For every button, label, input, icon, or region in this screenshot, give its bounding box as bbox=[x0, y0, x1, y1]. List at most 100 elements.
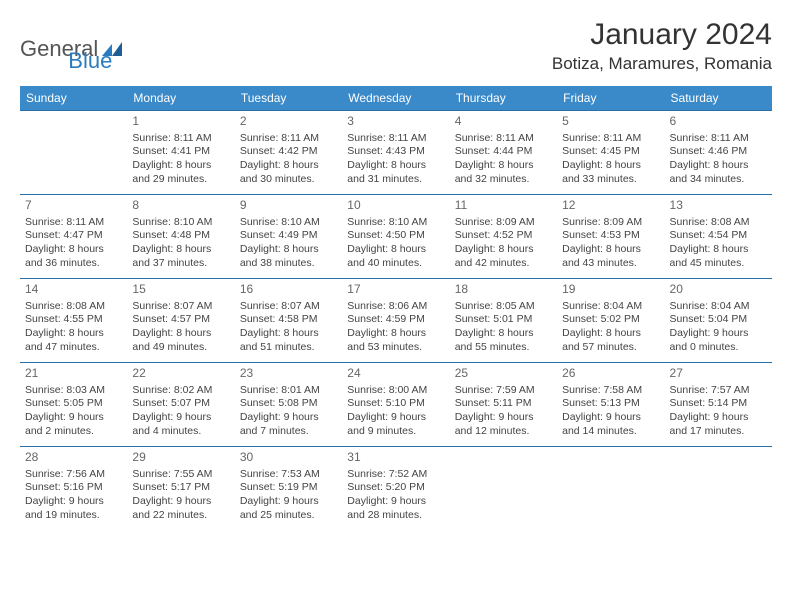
calendar-cell bbox=[450, 447, 557, 531]
sunset-line: Sunset: 5:19 PM bbox=[240, 481, 337, 495]
day-number: 10 bbox=[347, 198, 444, 214]
sunrise-line: Sunrise: 8:00 AM bbox=[347, 384, 444, 398]
day-number: 2 bbox=[240, 114, 337, 130]
sunset-line: Sunset: 4:53 PM bbox=[562, 229, 659, 243]
daylight-line: Daylight: 9 hours and 22 minutes. bbox=[132, 495, 229, 522]
day-number: 1 bbox=[132, 114, 229, 130]
calendar-cell: 15Sunrise: 8:07 AMSunset: 4:57 PMDayligh… bbox=[127, 279, 234, 363]
sunrise-line: Sunrise: 8:11 AM bbox=[670, 132, 767, 146]
day-number: 6 bbox=[670, 114, 767, 130]
calendar-cell: 26Sunrise: 7:58 AMSunset: 5:13 PMDayligh… bbox=[557, 363, 664, 447]
sunset-line: Sunset: 5:08 PM bbox=[240, 397, 337, 411]
brand-word-blue: Blue bbox=[68, 48, 112, 74]
sunset-line: Sunset: 5:10 PM bbox=[347, 397, 444, 411]
calendar-cell bbox=[665, 447, 772, 531]
sunrise-line: Sunrise: 8:11 AM bbox=[562, 132, 659, 146]
calendar-cell: 9Sunrise: 8:10 AMSunset: 4:49 PMDaylight… bbox=[235, 195, 342, 279]
day-number: 19 bbox=[562, 282, 659, 298]
calendar-cell: 31Sunrise: 7:52 AMSunset: 5:20 PMDayligh… bbox=[342, 447, 449, 531]
calendar-cell: 3Sunrise: 8:11 AMSunset: 4:43 PMDaylight… bbox=[342, 111, 449, 195]
calendar-cell: 11Sunrise: 8:09 AMSunset: 4:52 PMDayligh… bbox=[450, 195, 557, 279]
sunrise-line: Sunrise: 7:52 AM bbox=[347, 468, 444, 482]
day-number: 16 bbox=[240, 282, 337, 298]
calendar-cell: 2Sunrise: 8:11 AMSunset: 4:42 PMDaylight… bbox=[235, 111, 342, 195]
sunset-line: Sunset: 4:58 PM bbox=[240, 313, 337, 327]
daylight-line: Daylight: 8 hours and 31 minutes. bbox=[347, 159, 444, 186]
sunrise-line: Sunrise: 7:56 AM bbox=[25, 468, 122, 482]
calendar-cell: 22Sunrise: 8:02 AMSunset: 5:07 PMDayligh… bbox=[127, 363, 234, 447]
daylight-line: Daylight: 9 hours and 12 minutes. bbox=[455, 411, 552, 438]
sunrise-line: Sunrise: 8:11 AM bbox=[132, 132, 229, 146]
sunrise-line: Sunrise: 8:06 AM bbox=[347, 300, 444, 314]
day-number: 24 bbox=[347, 366, 444, 382]
day-number: 23 bbox=[240, 366, 337, 382]
calendar-cell: 30Sunrise: 7:53 AMSunset: 5:19 PMDayligh… bbox=[235, 447, 342, 531]
calendar-row: 1Sunrise: 8:11 AMSunset: 4:41 PMDaylight… bbox=[20, 111, 772, 195]
daylight-line: Daylight: 9 hours and 19 minutes. bbox=[25, 495, 122, 522]
sunrise-line: Sunrise: 8:10 AM bbox=[132, 216, 229, 230]
day-number: 31 bbox=[347, 450, 444, 466]
sunrise-line: Sunrise: 8:04 AM bbox=[670, 300, 767, 314]
calendar-cell: 27Sunrise: 7:57 AMSunset: 5:14 PMDayligh… bbox=[665, 363, 772, 447]
calendar-cell: 13Sunrise: 8:08 AMSunset: 4:54 PMDayligh… bbox=[665, 195, 772, 279]
sunrise-line: Sunrise: 8:08 AM bbox=[25, 300, 122, 314]
calendar-cell: 28Sunrise: 7:56 AMSunset: 5:16 PMDayligh… bbox=[20, 447, 127, 531]
day-header: Sunday bbox=[20, 86, 127, 111]
sunset-line: Sunset: 4:50 PM bbox=[347, 229, 444, 243]
sunrise-line: Sunrise: 8:04 AM bbox=[562, 300, 659, 314]
sunset-line: Sunset: 5:17 PM bbox=[132, 481, 229, 495]
calendar-cell: 16Sunrise: 8:07 AMSunset: 4:58 PMDayligh… bbox=[235, 279, 342, 363]
brand-logo: General Blue bbox=[20, 18, 112, 74]
calendar-head: SundayMondayTuesdayWednesdayThursdayFrid… bbox=[20, 86, 772, 111]
calendar-table: SundayMondayTuesdayWednesdayThursdayFrid… bbox=[20, 86, 772, 531]
daylight-line: Daylight: 9 hours and 0 minutes. bbox=[670, 327, 767, 354]
day-number: 13 bbox=[670, 198, 767, 214]
day-header: Saturday bbox=[665, 86, 772, 111]
day-header: Monday bbox=[127, 86, 234, 111]
sunset-line: Sunset: 5:02 PM bbox=[562, 313, 659, 327]
sunrise-line: Sunrise: 8:02 AM bbox=[132, 384, 229, 398]
sunrise-line: Sunrise: 8:03 AM bbox=[25, 384, 122, 398]
sunrise-line: Sunrise: 7:55 AM bbox=[132, 468, 229, 482]
sunrise-line: Sunrise: 8:10 AM bbox=[240, 216, 337, 230]
sunrise-line: Sunrise: 8:09 AM bbox=[562, 216, 659, 230]
daylight-line: Daylight: 8 hours and 29 minutes. bbox=[132, 159, 229, 186]
daylight-line: Daylight: 8 hours and 43 minutes. bbox=[562, 243, 659, 270]
daylight-line: Daylight: 9 hours and 25 minutes. bbox=[240, 495, 337, 522]
sunset-line: Sunset: 4:45 PM bbox=[562, 145, 659, 159]
day-number: 12 bbox=[562, 198, 659, 214]
sunrise-line: Sunrise: 8:11 AM bbox=[455, 132, 552, 146]
calendar-row: 28Sunrise: 7:56 AMSunset: 5:16 PMDayligh… bbox=[20, 447, 772, 531]
location-text: Botiza, Maramures, Romania bbox=[552, 54, 772, 74]
daylight-line: Daylight: 9 hours and 2 minutes. bbox=[25, 411, 122, 438]
calendar-body: 1Sunrise: 8:11 AMSunset: 4:41 PMDaylight… bbox=[20, 111, 772, 531]
sunset-line: Sunset: 4:48 PM bbox=[132, 229, 229, 243]
calendar-cell: 8Sunrise: 8:10 AMSunset: 4:48 PMDaylight… bbox=[127, 195, 234, 279]
day-header: Friday bbox=[557, 86, 664, 111]
sunset-line: Sunset: 4:52 PM bbox=[455, 229, 552, 243]
day-number: 5 bbox=[562, 114, 659, 130]
day-header: Wednesday bbox=[342, 86, 449, 111]
sunset-line: Sunset: 4:57 PM bbox=[132, 313, 229, 327]
sunset-line: Sunset: 5:16 PM bbox=[25, 481, 122, 495]
daylight-line: Daylight: 8 hours and 38 minutes. bbox=[240, 243, 337, 270]
day-number: 4 bbox=[455, 114, 552, 130]
daylight-line: Daylight: 8 hours and 37 minutes. bbox=[132, 243, 229, 270]
daylight-line: Daylight: 8 hours and 47 minutes. bbox=[25, 327, 122, 354]
sunset-line: Sunset: 4:47 PM bbox=[25, 229, 122, 243]
sunrise-line: Sunrise: 8:09 AM bbox=[455, 216, 552, 230]
calendar-cell: 6Sunrise: 8:11 AMSunset: 4:46 PMDaylight… bbox=[665, 111, 772, 195]
sunrise-line: Sunrise: 8:07 AM bbox=[132, 300, 229, 314]
calendar-cell: 7Sunrise: 8:11 AMSunset: 4:47 PMDaylight… bbox=[20, 195, 127, 279]
day-number: 9 bbox=[240, 198, 337, 214]
daylight-line: Daylight: 8 hours and 32 minutes. bbox=[455, 159, 552, 186]
calendar-cell bbox=[557, 447, 664, 531]
calendar-cell: 4Sunrise: 8:11 AMSunset: 4:44 PMDaylight… bbox=[450, 111, 557, 195]
sunrise-line: Sunrise: 8:10 AM bbox=[347, 216, 444, 230]
sunset-line: Sunset: 5:13 PM bbox=[562, 397, 659, 411]
sunrise-line: Sunrise: 8:08 AM bbox=[670, 216, 767, 230]
daylight-line: Daylight: 8 hours and 57 minutes. bbox=[562, 327, 659, 354]
day-number: 15 bbox=[132, 282, 229, 298]
day-number: 14 bbox=[25, 282, 122, 298]
page-header: General Blue January 2024 Botiza, Maramu… bbox=[20, 18, 772, 74]
